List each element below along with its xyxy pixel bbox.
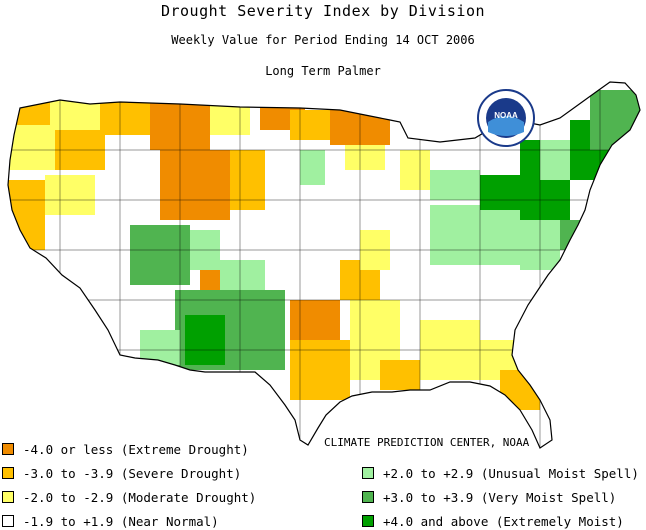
index-name: Long Term Palmer [265,64,381,78]
legend-swatch [2,491,14,503]
legend-item-extreme-drought: -4.0 or less (Extreme Drought) [2,441,249,457]
legend-item-very-moist: +3.0 to +3.9 (Very Moist Spell) [362,489,616,505]
credit-text: CLIMATE PREDICTION CENTER, NOAA [322,436,532,449]
legend-swatch [2,443,14,455]
legend-item-near-normal: -1.9 to +1.9 (Near Normal) [2,513,219,529]
noaa-logo: NOAA [476,88,536,152]
legend-label: -2.0 to -2.9 (Moderate Drought) [23,489,257,505]
legend-swatch [362,491,374,503]
legend-item-severe-drought: -3.0 to -3.9 (Severe Drought) [2,465,241,481]
legend-item-moderate-drought: -2.0 to -2.9 (Moderate Drought) [2,489,256,505]
svg-text:NOAA: NOAA [494,111,518,120]
legend-label: +3.0 to +3.9 (Very Moist Spell) [383,489,617,505]
legend-label: -3.0 to -3.9 (Severe Drought) [23,465,242,481]
legend-item-extremely-moist: +4.0 and above (Extremely Moist) [362,513,624,529]
map-title: Drought Severity Index by Division [160,2,486,20]
legend-swatch [2,467,14,479]
legend-label: -1.9 to +1.9 (Near Normal) [23,513,219,529]
legend-label: +4.0 and above (Extremely Moist) [383,513,624,529]
legend-label: +2.0 to +2.9 (Unusual Moist Spell) [383,465,639,481]
map-subtitle: Weekly Value for Period Ending 14 OCT 20… [171,33,475,47]
legend-label: -4.0 or less (Extreme Drought) [23,441,249,457]
legend-item-unusual-moist: +2.0 to +2.9 (Unusual Moist Spell) [362,465,639,481]
legend-swatch [2,515,14,527]
legend-swatch [362,467,374,479]
legend-swatch [362,515,374,527]
